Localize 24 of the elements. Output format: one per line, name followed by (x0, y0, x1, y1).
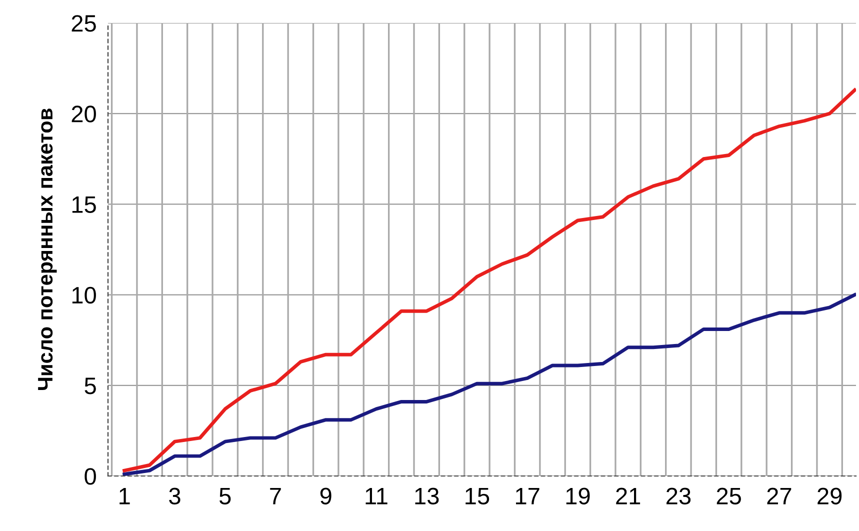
x-tick-label: 13 (415, 488, 439, 504)
y-tick-label: 0 (84, 468, 96, 485)
x-tick-label: 5 (219, 488, 231, 504)
x-tick-label: 15 (466, 488, 490, 504)
x-tick-label: 11 (366, 488, 388, 504)
line-series (122, 88, 856, 472)
y-tick-label: 25 (72, 15, 96, 32)
x-tick-label: 29 (818, 488, 842, 504)
x-tick-label: 23 (666, 488, 691, 504)
x-tick-label: 25 (716, 488, 741, 504)
x-tick-label: 1 (120, 488, 130, 504)
x-tick-label: 9 (320, 488, 332, 504)
x-tick-label: 3 (169, 488, 180, 504)
y-tick-label: 10 (72, 286, 96, 304)
x-tick-label: 17 (516, 488, 540, 504)
y-axis-title: Число потерянных пакетов (38, 108, 57, 390)
x-tick-label: 27 (767, 488, 792, 504)
y-tick-label: 20 (72, 106, 96, 122)
x-tick-label: 21 (616, 488, 640, 504)
x-tick-label: 19 (566, 488, 590, 504)
y-tick-label: 15 (72, 196, 96, 213)
line-series (122, 293, 856, 476)
y-tick-label: 5 (84, 378, 96, 394)
x-tick-label: 7 (270, 488, 281, 504)
